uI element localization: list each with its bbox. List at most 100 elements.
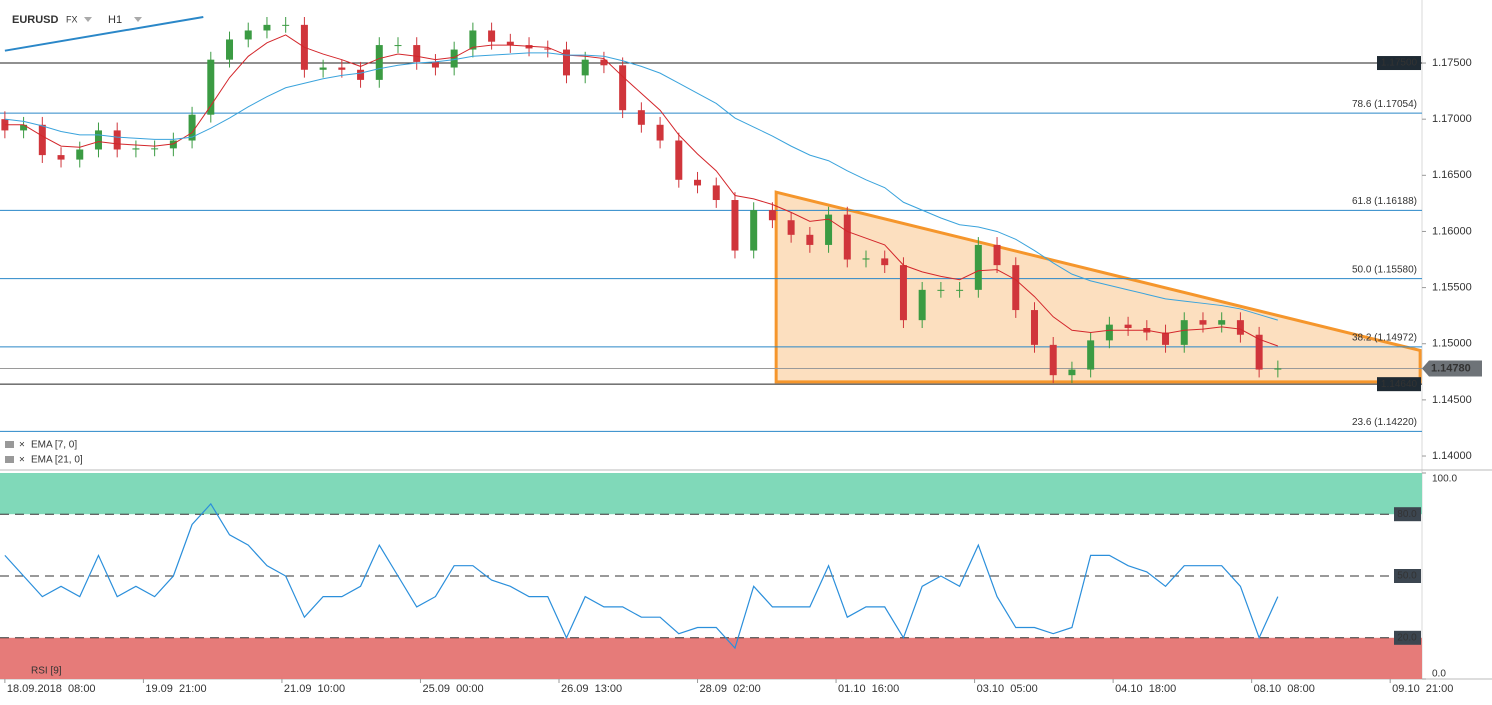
candle-body [282,24,290,26]
candle-body [57,155,65,160]
candle-body [1199,320,1207,325]
candle-body [132,148,140,150]
candle-body [1012,265,1020,311]
rsi-band [0,637,1422,679]
candle-body [450,49,458,68]
candle-body [1255,334,1263,370]
candle-body [1,119,9,131]
candle-body [525,45,533,49]
candle-body [207,59,215,115]
candle-body [918,289,926,321]
legend-entry: RSI [9] [31,666,62,677]
y-tick-label: 50.0 [1397,571,1417,582]
candle-body [506,41,514,46]
rsi-level-box [1394,630,1421,645]
candle-body [1218,320,1226,325]
candle-body [619,65,627,111]
candle-body [357,69,365,80]
level-label: 1.14640 [1381,379,1418,390]
candle-body [244,30,252,40]
candle-body [226,39,234,60]
x-tick-label: 26.09 13:00 [561,683,622,695]
candle-body [937,289,945,291]
candle-body [431,61,439,68]
candle-body [1236,320,1244,335]
candle-body [862,258,870,260]
rsi-line [4,502,1279,650]
level-label-box [1377,377,1421,392]
candle-body [394,45,402,47]
candle-body [750,210,758,251]
candle-body [38,124,46,156]
candle-body [94,130,102,150]
ema-line [4,52,1278,321]
candle-body [1105,324,1113,341]
candle-body [20,124,28,131]
candle-body [993,244,1001,266]
y-tick-label: 1.14000 [1432,450,1472,462]
y-tick-label: 1.17000 [1432,113,1472,125]
level-label: 23.6 (1.14220) [1352,417,1417,428]
y-tick-label: 0.0 [1432,669,1446,680]
settings-icon[interactable] [5,456,14,463]
candle-body [1124,324,1132,329]
x-tick-label: 01.10 16:00 [838,683,899,695]
candle-body [413,45,421,62]
candle-body [731,200,739,251]
dropdown-icon[interactable] [84,17,92,22]
candle-body [375,45,383,80]
candle-body [974,244,982,290]
candle-body [787,220,795,235]
candle-body [712,185,720,201]
candle-body [338,67,346,70]
rsi-level-box [1394,569,1421,583]
candle-body [113,130,121,150]
interval[interactable]: H1 [108,14,122,26]
x-tick-label: 21.09 10:00 [284,683,345,695]
candle-body [1049,344,1057,376]
candle-body [806,234,814,245]
candle-body [1162,332,1170,345]
last-price-label: 1.14780 [1431,362,1471,374]
x-tick-label: 03.10 05:00 [977,683,1038,695]
x-tick-label: 04.10 18:00 [1115,683,1176,695]
level-label: 61.8 (1.16188) [1352,196,1417,207]
candle-body [694,179,702,186]
candle-body [600,59,608,66]
level-label: 1.17500 [1381,58,1418,69]
rsi-level-box [1394,507,1421,522]
candle-body [169,140,177,149]
settings-icon[interactable] [5,441,14,448]
close-icon[interactable]: × [19,455,25,466]
candle-body [843,214,851,260]
level-label-box [1377,56,1421,71]
candle-body [1087,340,1095,370]
y-tick-label: 1.15000 [1432,338,1472,350]
candle-body [76,149,84,160]
candle-body [768,210,776,221]
level-label: 78.6 (1.17054) [1352,99,1417,110]
candle-body [1180,320,1188,345]
candle-body [656,124,664,141]
level-label: 50.0 (1.15580) [1352,264,1417,275]
y-tick-label: 100.0 [1432,474,1457,485]
candle-body [319,67,327,70]
x-tick-label: 09.10 21:00 [1392,683,1453,695]
y-tick-label: 1.16500 [1432,169,1472,181]
symbol[interactable]: EURUSD [12,14,59,26]
candle-body [675,140,683,180]
candle-body [188,114,196,141]
last-price-box [1422,360,1482,377]
candle-body [881,258,889,266]
close-icon[interactable]: × [19,440,25,451]
candle-body [488,30,496,42]
dropdown-icon[interactable] [134,17,142,22]
legend-entry: EMA [7, 0] [31,440,77,451]
candle-body [637,110,645,125]
y-tick-label: 1.17500 [1432,57,1472,69]
x-tick-label: 19.09 21:00 [145,683,206,695]
candle-body [562,49,570,76]
x-tick-label: 08.10 08:00 [1254,683,1315,695]
